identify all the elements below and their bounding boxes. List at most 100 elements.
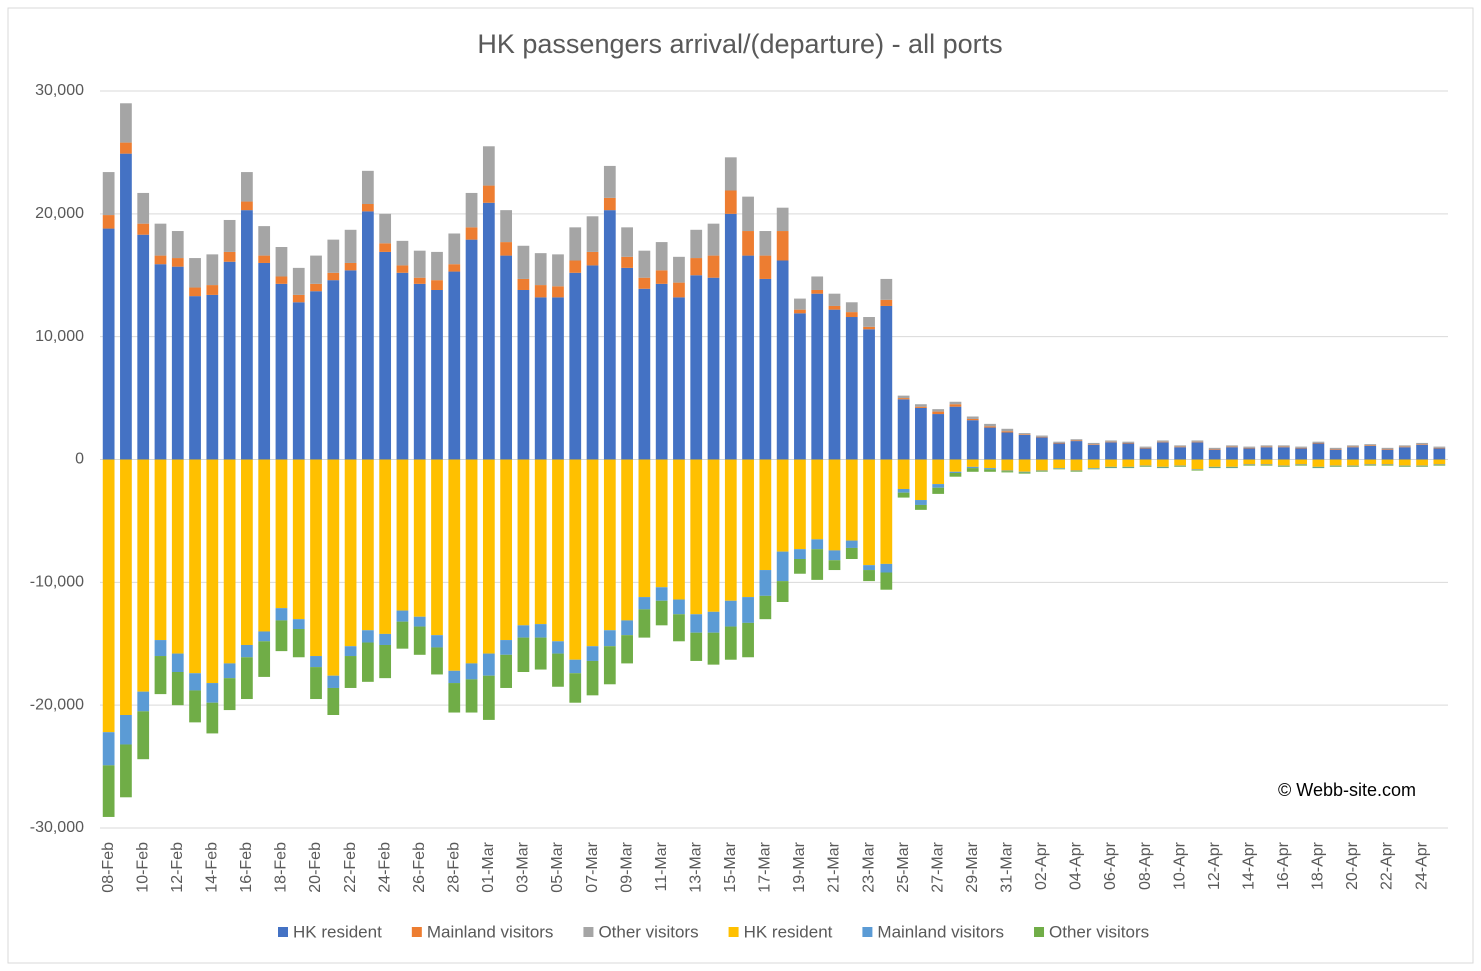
bar-segment	[603, 197, 616, 211]
bar-segment	[1433, 459, 1446, 465]
bar-segment	[1208, 449, 1221, 460]
x-tick-label: 06-Apr	[1102, 841, 1119, 890]
bar-segment	[1243, 447, 1256, 449]
bar-segment	[396, 272, 409, 460]
bar-segment	[1070, 470, 1083, 472]
bar-segment	[1018, 472, 1031, 474]
bar-segment	[517, 245, 530, 279]
bar-segment	[189, 673, 201, 691]
bar-segment	[534, 297, 547, 460]
bar-segment	[586, 646, 599, 661]
bar-segment	[897, 398, 910, 400]
bar-segment	[1260, 465, 1273, 466]
bar-segment	[1381, 464, 1394, 466]
bar-segment	[413, 283, 426, 460]
x-tick-label: 03-Mar	[515, 841, 532, 892]
bar-segment	[1312, 459, 1325, 467]
bar-segment	[206, 702, 219, 734]
bar-segment	[845, 312, 858, 318]
bar-segment	[966, 466, 979, 469]
bar-segment	[776, 231, 789, 261]
bar-segment	[828, 560, 841, 571]
bar-segment	[880, 305, 893, 460]
bar-segment	[932, 484, 945, 488]
bar-segment	[690, 275, 703, 460]
x-tick-label: 20-Apr	[1344, 841, 1361, 890]
bar-segment	[1018, 434, 1031, 435]
bar-segment	[724, 157, 737, 191]
bar-segment	[413, 626, 426, 655]
bar-segment	[1226, 466, 1238, 468]
bar-segment	[880, 563, 893, 573]
bar-segment	[396, 610, 409, 622]
bar-segment	[915, 500, 927, 505]
y-tick-label: 20,000	[35, 205, 84, 222]
bar-segment	[915, 406, 927, 408]
bar-segment	[724, 626, 737, 660]
bar-segment	[137, 223, 150, 235]
bar-segment	[880, 278, 893, 300]
bar-segment	[863, 317, 875, 327]
bar-segment	[1139, 466, 1152, 467]
bar-segment	[1122, 459, 1135, 467]
bar-segment	[344, 262, 357, 271]
bar-segment	[1295, 447, 1307, 449]
bar-segment	[534, 253, 547, 286]
bar-segment	[1174, 446, 1187, 448]
bar-segment	[1035, 470, 1048, 472]
bar-segment	[171, 266, 184, 460]
bar-segment	[673, 282, 685, 298]
bar-segment	[1329, 449, 1342, 450]
bar-segment	[1277, 447, 1290, 460]
bar-segment	[966, 416, 979, 419]
bar-segment	[171, 653, 184, 673]
bar-segment	[482, 653, 495, 676]
bar-segment	[880, 299, 893, 306]
x-tick-label: 21-Mar	[826, 841, 843, 892]
bar-segment	[915, 504, 927, 510]
bar-segment	[310, 291, 322, 460]
bar-segment	[552, 653, 564, 687]
bar-segment	[465, 663, 478, 680]
x-tick-label: 19-Mar	[791, 841, 808, 892]
bar-segment	[431, 459, 443, 636]
bar-segment	[517, 459, 530, 626]
bar-segment	[1156, 467, 1169, 469]
bar-segment	[1364, 465, 1377, 466]
bar-segment	[1087, 468, 1100, 469]
bar-segment	[1381, 447, 1394, 450]
bar-segment	[1329, 447, 1342, 450]
bar-segment	[603, 646, 616, 685]
bar-segment	[966, 418, 979, 421]
bar-segment	[742, 622, 754, 658]
bar-segment	[966, 468, 979, 472]
bar-segment	[1035, 471, 1048, 472]
bar-segment	[1208, 447, 1221, 450]
bar-segment	[534, 459, 547, 625]
bar-segment	[1105, 440, 1117, 442]
bar-segment	[1035, 459, 1048, 471]
bar-segment	[413, 277, 426, 284]
bar-segment	[638, 459, 651, 598]
bar-segment	[621, 620, 633, 636]
bar-segment	[569, 659, 582, 674]
bar-segment	[742, 597, 754, 623]
bar-segment	[586, 265, 599, 460]
bar-segment	[759, 231, 772, 256]
bar-segment	[258, 255, 271, 263]
bar-segment	[690, 632, 703, 661]
bar-segment	[673, 614, 685, 642]
bar-segment	[223, 663, 236, 679]
x-tick-label: 22-Apr	[1379, 841, 1396, 890]
bar-segment	[344, 656, 357, 688]
bar-segment	[171, 672, 184, 706]
legend-label: HK resident	[293, 922, 382, 941]
bar-segment	[794, 459, 806, 550]
bar-segment	[1122, 467, 1135, 469]
x-tick-label: 24-Apr	[1413, 841, 1430, 890]
bar-segment	[206, 683, 219, 703]
legend-swatch	[278, 927, 288, 937]
bar-segment	[707, 255, 720, 278]
bar-segment	[1295, 446, 1307, 448]
bar-segment	[1191, 441, 1204, 443]
